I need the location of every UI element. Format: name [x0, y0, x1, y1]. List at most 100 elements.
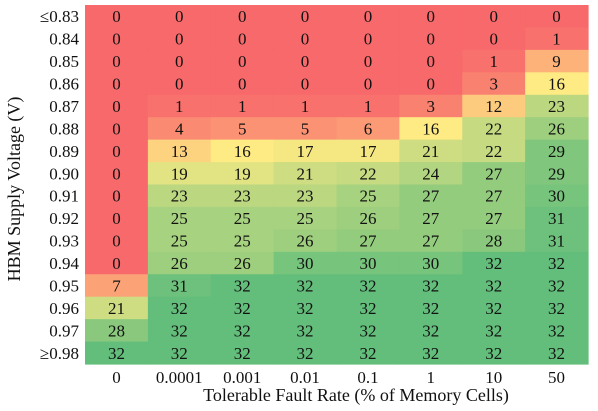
x-tick-label: 50: [548, 368, 565, 387]
cell-value-label: 0: [112, 97, 121, 116]
cell-value-label: 5: [238, 119, 247, 138]
cell-value-label: 0: [364, 75, 373, 94]
heatmap-cell: [399, 49, 463, 73]
cell-value-label: 31: [548, 232, 565, 251]
heatmap-cell: [147, 296, 212, 320]
cell-value-label: 32: [359, 299, 376, 318]
heatmap-cell: [85, 72, 149, 96]
cell-value-label: 16: [234, 142, 251, 161]
cell-value-label: 32: [108, 344, 125, 363]
heatmap-cell: [210, 139, 275, 163]
heatmap-cell: [399, 94, 463, 118]
cell-value-label: 0: [112, 232, 121, 251]
x-tick-label: 0: [112, 368, 121, 387]
heatmap-cell: [210, 162, 275, 186]
heatmap-cell: [210, 5, 275, 29]
cell-value-label: 32: [548, 344, 565, 363]
y-tick-label: 0.86: [49, 75, 79, 94]
y-axis-label: HBM Supply Voltage (V): [4, 97, 25, 282]
heatmap-cell: [210, 274, 275, 298]
cell-value-label: 0: [238, 7, 247, 26]
cell-value-label: 25: [359, 187, 376, 206]
cell-value-label: 32: [234, 344, 251, 363]
heatmap-cell: [85, 274, 149, 298]
heatmap-cell: [210, 72, 275, 96]
heatmap-cell: [399, 27, 463, 51]
cell-value-label: 1: [489, 52, 498, 71]
cell-value-label: 27: [422, 209, 440, 228]
cell-value-label: 25: [234, 232, 251, 251]
heatmap-cell: [525, 5, 589, 29]
cell-value-label: 23: [234, 187, 251, 206]
heatmap-cell: [399, 319, 463, 343]
heatmap-cell: [399, 5, 463, 29]
heatmap-cell: [336, 139, 400, 163]
heatmap-cell: [462, 274, 526, 298]
heatmap-cell: [147, 49, 212, 73]
heatmap-cell: [273, 5, 338, 29]
heatmap-cell: [525, 206, 589, 230]
y-tick-label: 0.90: [49, 164, 79, 183]
heatmap-cell: [273, 229, 338, 253]
heatmap-cell: [85, 319, 149, 343]
cell-value-label: 0: [112, 142, 121, 161]
cell-value-label: 0: [489, 30, 498, 49]
heatmap-cell: [273, 49, 338, 73]
cell-value-label: 32: [234, 321, 251, 340]
heatmap-cell: [210, 229, 275, 253]
heatmap-cell: [399, 139, 463, 163]
cell-value-label: 26: [548, 119, 565, 138]
cell-value-label: 26: [359, 209, 376, 228]
heatmap-cell: [525, 139, 589, 163]
heatmap-cell: [462, 72, 526, 96]
heatmap-cell: [336, 319, 400, 343]
heatmap-cell: [147, 27, 212, 51]
heatmap-cell: [399, 296, 463, 320]
cell-value-label: 1: [552, 30, 561, 49]
heatmap-cell: [147, 94, 212, 118]
heatmap-cell: [336, 72, 400, 96]
heatmap-cell: [525, 341, 589, 365]
cell-value-label: 22: [485, 119, 502, 138]
cell-value-label: 28: [108, 321, 125, 340]
heatmap-cell: [273, 162, 338, 186]
cell-value-label: 9: [552, 52, 561, 71]
heatmap-cell: [336, 296, 400, 320]
cell-value-label: 21: [108, 299, 125, 318]
cell-value-label: 25: [171, 209, 188, 228]
heatmap-cell: [336, 274, 400, 298]
cell-value-label: 29: [548, 142, 565, 161]
cell-value-label: 0: [364, 7, 373, 26]
cell-value-label: 32: [171, 344, 188, 363]
heatmap-cell: [210, 184, 275, 208]
heatmap-cell: [336, 117, 400, 141]
heatmap-cell: [210, 296, 275, 320]
heatmap-cell: [273, 117, 338, 141]
heatmap-cell: [273, 274, 338, 298]
cell-value-label: 0: [301, 52, 310, 71]
cell-value-label: 32: [485, 344, 502, 363]
heatmap-cell: [273, 319, 338, 343]
heatmap-cell: [147, 206, 212, 230]
heatmap-cell: [273, 94, 338, 118]
heatmap-cell: [399, 206, 463, 230]
y-tick-label: 0.85: [49, 52, 79, 71]
heatmap-cell: [273, 27, 338, 51]
cell-value-label: 16: [548, 75, 565, 94]
cell-value-label: 27: [485, 209, 503, 228]
heatmap-cell: [462, 319, 526, 343]
cell-value-label: 21: [422, 142, 439, 161]
cell-value-label: 30: [548, 187, 565, 206]
cell-value-label: 0: [112, 187, 121, 206]
cell-value-label: 26: [297, 232, 314, 251]
cell-value-label: 0: [364, 52, 373, 71]
y-tick-label: 0.94: [49, 254, 79, 273]
heatmap-cell: [147, 72, 212, 96]
heatmap-cell: [273, 184, 338, 208]
heatmap-cell: [85, 229, 149, 253]
cell-value-label: 0: [175, 75, 184, 94]
y-tick-label: 0.92: [49, 209, 79, 228]
heatmap-cell: [525, 49, 589, 73]
y-tick-label: 0.97: [49, 321, 79, 340]
